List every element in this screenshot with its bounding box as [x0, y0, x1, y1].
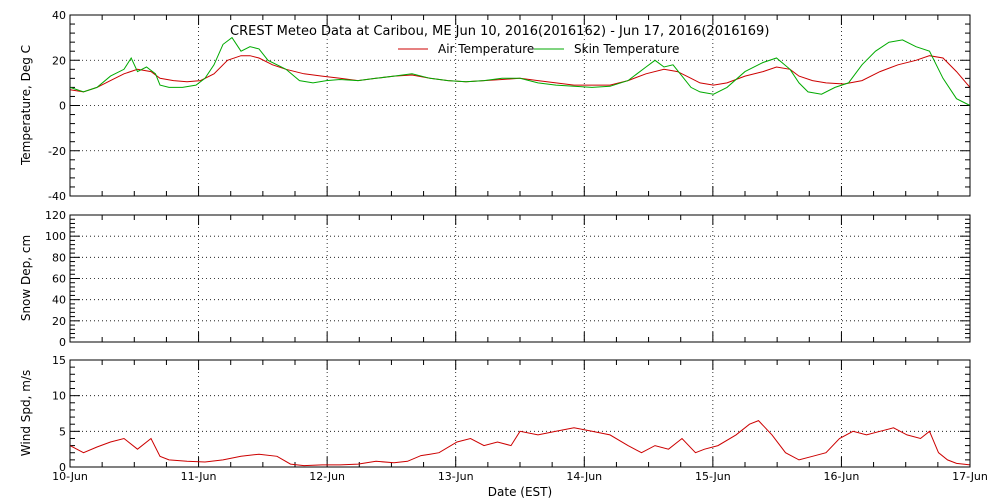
y-axis-label: Snow Dep, cm — [19, 235, 33, 321]
panel-frame — [69, 214, 971, 343]
y-tick-label: 15 — [52, 354, 66, 367]
chart-panels: -40 -20 0 20 40 Temperature, Deg C 0 20 40 60 80 10… — [19, 9, 971, 474]
y-tick-label: 0 — [59, 100, 66, 113]
panel-frame — [69, 359, 971, 468]
y-tick-label: 0 — [59, 336, 66, 349]
legend-label: Air Temperature — [438, 42, 534, 56]
legend-label: Skin Temperature — [574, 42, 679, 56]
legend: Air Temperature Skin Temperature — [398, 42, 679, 56]
y-tick-label: 60 — [52, 273, 66, 286]
y-tick-label: 20 — [52, 54, 66, 67]
series-line-air-temperature — [69, 55, 971, 93]
y-axis-label: Temperature, Deg C — [19, 45, 33, 166]
x-tick-label: 11-Jun — [181, 470, 217, 483]
panel-2: 0 20 40 60 80 100 120 Snow Dep, cm — [19, 209, 971, 349]
x-tick-label: 10-Jun — [52, 470, 88, 483]
y-tick-label: 10 — [52, 390, 66, 403]
y-tick-label: 40 — [52, 294, 66, 307]
y-tick-label: 20 — [52, 315, 66, 328]
chart-title: CREST Meteo Data at Caribou, ME Jun 10, … — [230, 24, 769, 39]
x-tick-labels: 10-Jun 11-Jun 12-Jun 13-Jun 14-Jun 15-Jun 16-J… — [52, 470, 988, 483]
y-tick-label: 120 — [45, 209, 66, 222]
x-tick-label: 17-Jun — [952, 470, 988, 483]
y-tick-label: -20 — [48, 145, 66, 158]
x-tick-label: 12-Jun — [309, 470, 345, 483]
y-tick-label: 80 — [52, 251, 66, 264]
panel-1: -40 -20 0 20 40 Temperature, Deg C — [19, 9, 971, 203]
y-tick-label: 40 — [52, 9, 66, 22]
panel-3: 0 5 10 15 Wind Spd, m/s — [19, 354, 971, 474]
x-axis-label: Date (EST) — [488, 485, 552, 499]
x-tick-label: 16-Jun — [824, 470, 860, 483]
panel-frame — [69, 14, 971, 197]
y-tick-label: 0 — [59, 461, 66, 474]
y-axis-label: Wind Spd, m/s — [19, 370, 33, 456]
y-tick-label: -40 — [48, 190, 66, 203]
series-line-skin-temperature — [69, 36, 971, 106]
y-tick-label: 100 — [45, 230, 66, 243]
x-tick-label: 15-Jun — [695, 470, 731, 483]
x-tick-label: 13-Jun — [438, 470, 474, 483]
x-tick-label: 14-Jun — [566, 470, 602, 483]
y-tick-label: 5 — [59, 425, 66, 438]
series-line-wind-speed — [69, 420, 971, 467]
